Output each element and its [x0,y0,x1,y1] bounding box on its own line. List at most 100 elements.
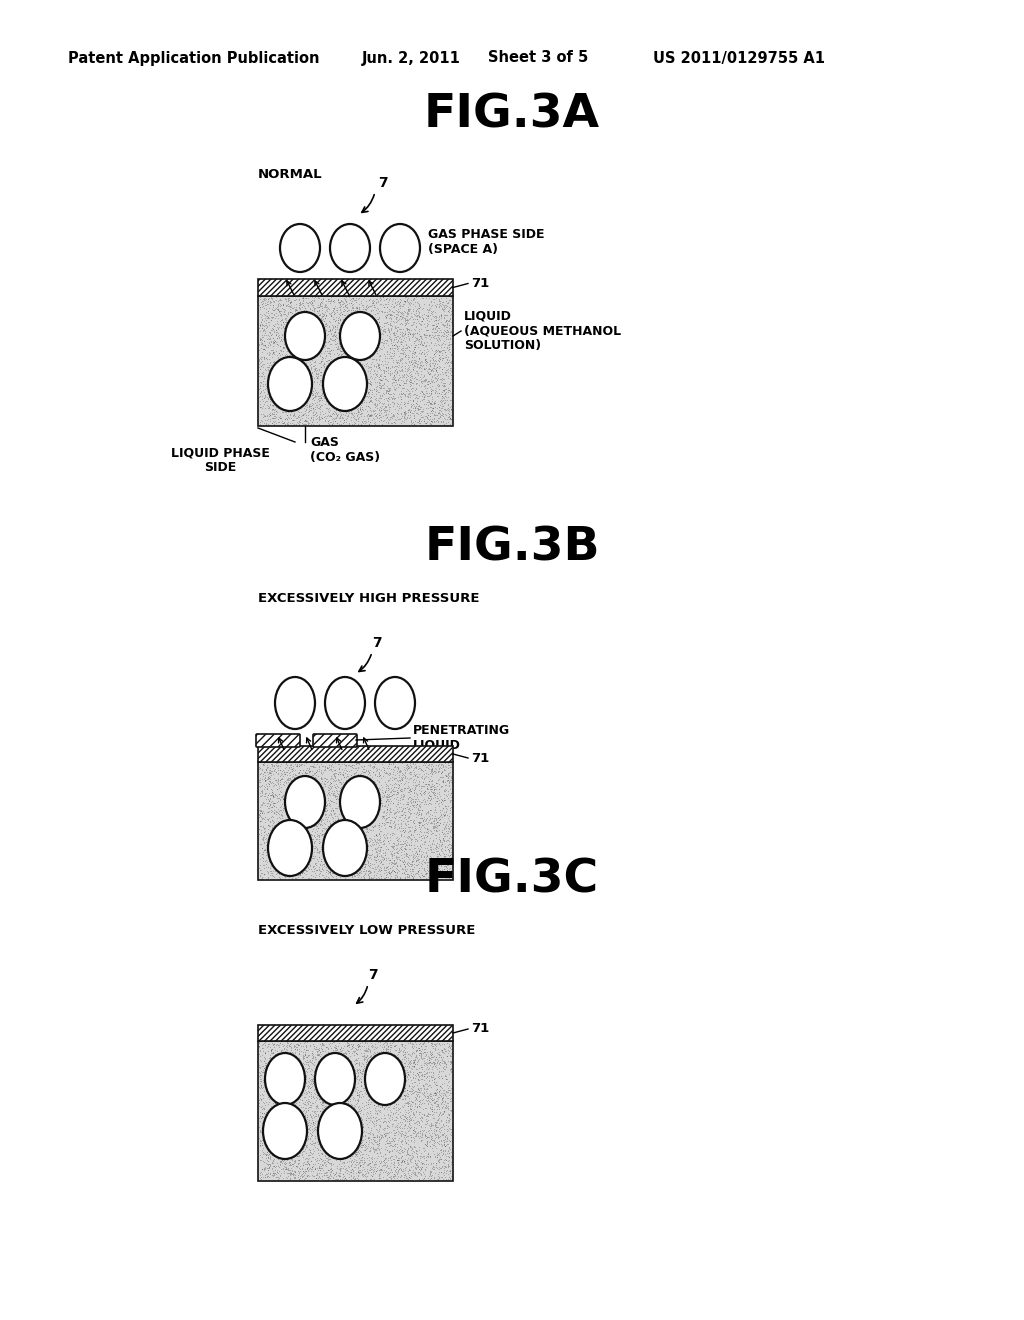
Point [358,1138,375,1159]
Point [393,777,410,799]
Point [273,793,290,814]
Point [350,396,367,417]
Point [393,1069,410,1090]
Point [253,346,269,367]
Point [406,313,422,334]
Point [318,1167,335,1188]
Point [306,1047,323,1068]
Point [398,1107,415,1129]
Point [354,296,371,317]
Point [316,785,333,807]
Point [322,413,338,434]
Point [260,1113,276,1134]
Point [339,808,355,829]
Point [286,843,302,865]
Point [388,845,404,866]
Point [373,1044,389,1065]
Point [349,1089,366,1110]
Point [322,290,338,312]
Point [312,1118,329,1139]
Point [299,343,315,364]
Point [292,850,308,871]
Point [411,319,427,341]
Point [369,308,385,329]
Point [270,1148,287,1170]
Point [285,838,301,859]
Point [289,359,305,380]
Point [388,317,404,338]
Point [427,808,443,829]
Point [258,376,274,397]
Point [313,849,330,870]
Point [401,1109,418,1130]
Point [418,763,434,784]
Point [382,763,398,784]
Point [385,1086,401,1107]
Point [350,817,367,838]
Point [386,1036,402,1057]
Point [439,825,456,846]
Point [285,828,301,849]
Point [404,791,421,812]
Point [314,313,331,334]
Point [434,368,451,389]
Point [287,1114,303,1135]
Point [372,293,388,314]
Point [292,1032,308,1053]
Point [299,372,315,393]
Point [282,1123,298,1144]
Point [411,348,427,370]
Point [437,1155,454,1176]
Point [257,1131,273,1152]
Point [262,1139,279,1160]
Point [368,313,384,334]
Point [280,1065,296,1086]
Point [339,857,355,878]
Point [345,322,361,343]
Point [295,360,311,381]
Point [313,854,330,875]
Point [373,409,389,430]
Point [316,411,333,432]
Point [382,306,398,327]
Point [309,367,326,388]
Point [396,853,413,874]
Point [386,322,402,343]
Point [332,356,348,378]
Point [418,809,434,830]
Point [308,1125,325,1146]
Point [420,1143,436,1164]
Point [305,755,322,776]
Point [424,1094,440,1115]
Point [397,1071,414,1092]
Point [269,379,286,400]
Point [339,820,355,841]
Point [307,862,324,883]
Point [328,838,344,859]
Point [265,1092,282,1113]
Point [297,413,313,434]
Point [271,1047,288,1068]
Point [319,840,336,861]
Point [409,824,425,845]
Point [259,862,275,883]
Point [349,378,366,399]
Point [389,774,406,795]
Point [260,378,276,399]
Point [423,411,439,432]
Point [435,1051,452,1072]
Point [298,1135,314,1156]
Point [378,358,394,379]
Point [352,828,369,849]
Point [411,826,427,847]
Point [264,1102,281,1123]
Point [258,845,274,866]
Point [261,327,278,348]
Point [309,859,326,880]
Point [376,1123,392,1144]
Point [257,385,273,407]
Point [273,375,290,396]
Point [271,385,288,407]
Point [328,1090,344,1111]
Point [355,1121,372,1142]
